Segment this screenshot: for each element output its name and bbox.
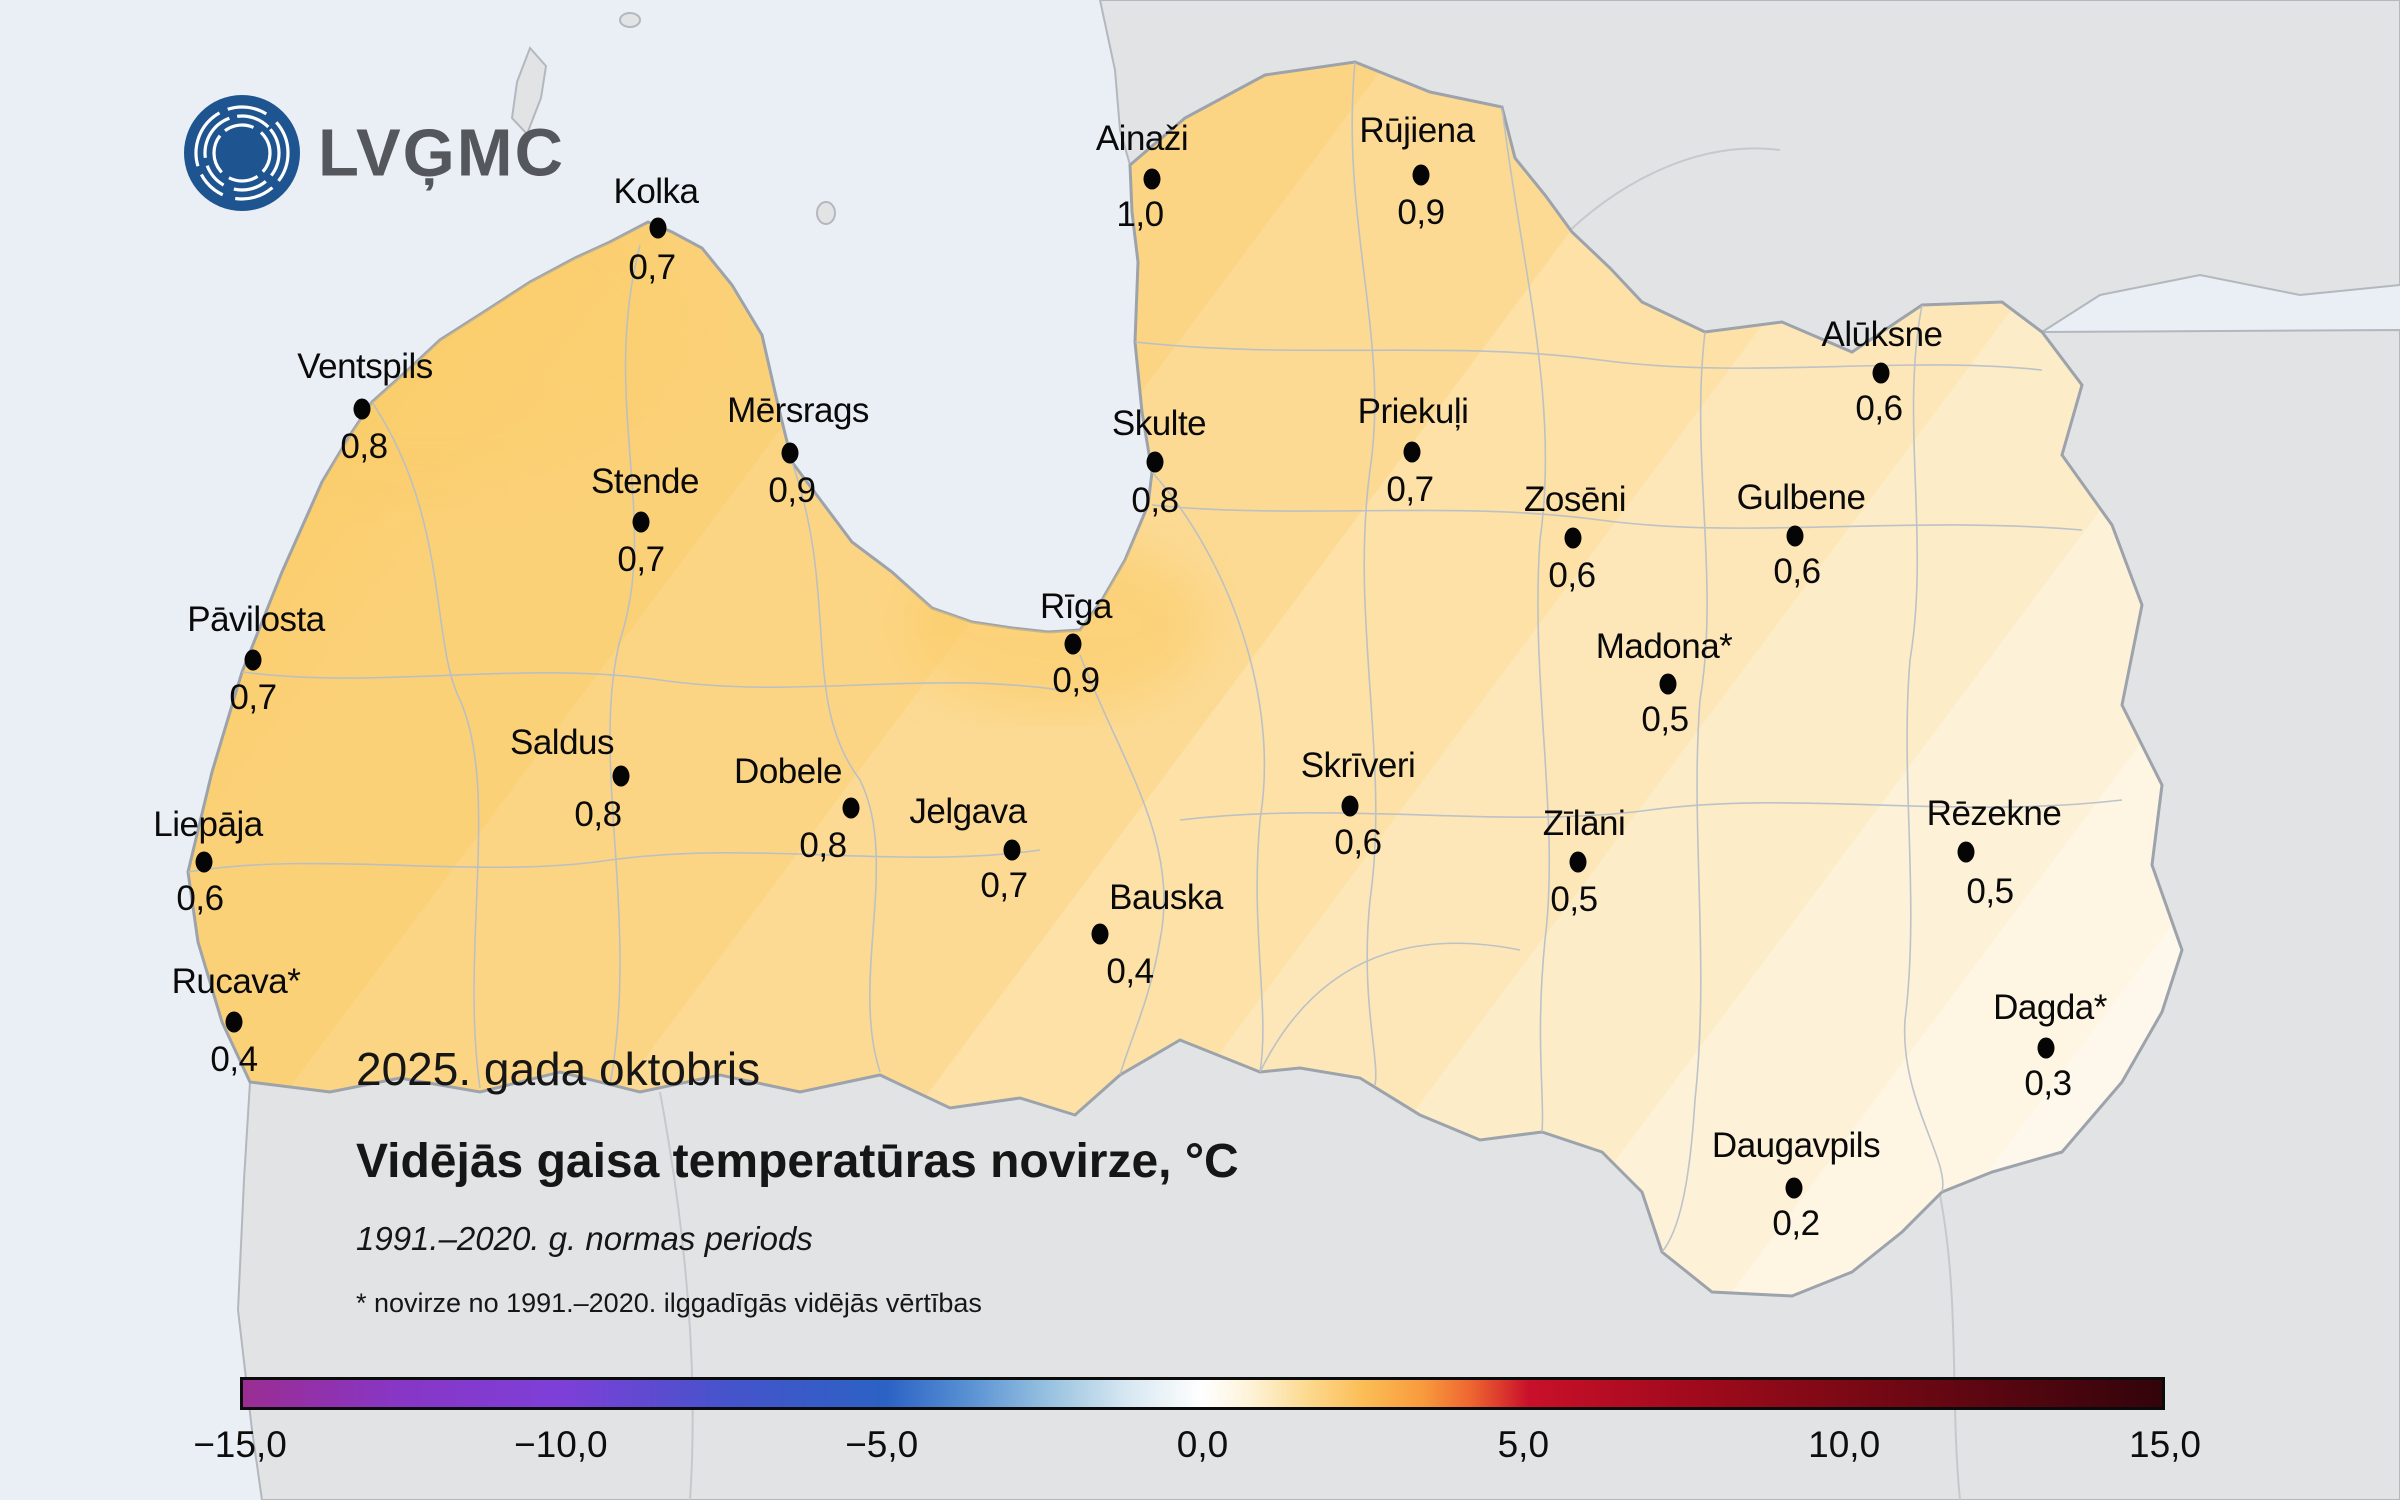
station-dot <box>1146 451 1164 473</box>
station-name: Liepāja <box>153 805 263 844</box>
station-value: 0,9 <box>768 471 816 510</box>
station-value: 0,8 <box>1131 481 1179 520</box>
station-name: Ainaži <box>1095 119 1189 158</box>
station-dot <box>1341 795 1359 817</box>
station-dot <box>1143 168 1161 190</box>
station-value: 0,8 <box>340 427 388 466</box>
station-value: 0,5 <box>1966 872 2014 911</box>
map-title-month: 2025. gada oktobris <box>356 1043 761 1095</box>
station-name: Zosēni <box>1523 480 1627 519</box>
station-dot <box>612 765 630 787</box>
station-name: Mērsrags <box>727 391 869 430</box>
municipal-borders <box>188 62 2123 1253</box>
station-dot <box>1785 1177 1803 1199</box>
station-name: Stende <box>591 462 699 501</box>
station-dot <box>195 851 213 873</box>
temperature-colorbar <box>240 1377 2165 1410</box>
station-name: Skrīveri <box>1300 746 1416 785</box>
islet <box>619 12 641 28</box>
station-value: 0,3 <box>2024 1064 2072 1103</box>
colorbar-tick: −10,0 <box>514 1424 608 1465</box>
colorbar-tick: 15,0 <box>2128 1424 2202 1465</box>
map-footnote: * novirze no 1991.–2020. ilggadīgās vidē… <box>356 1288 982 1318</box>
map-title-metric: Vidējās gaisa temperatūras novirze, °C <box>356 1135 1239 1188</box>
foreign-borders <box>659 147 1961 1500</box>
station-dot <box>2037 1037 2055 1059</box>
station-value: 0,8 <box>574 795 622 834</box>
station-name: Rīga <box>1040 587 1112 626</box>
station-value: 0,6 <box>1548 556 1596 595</box>
station-value: 0,8 <box>799 826 847 865</box>
station-name: Bauska <box>1109 878 1223 917</box>
station-dot <box>1064 633 1082 655</box>
station-value: 0,4 <box>1106 952 1154 991</box>
station-name: Zīlāni <box>1542 804 1626 843</box>
station-name: Saldus <box>509 723 615 762</box>
lvgmc-logo: LVĢMC <box>184 95 565 211</box>
station-dot <box>1564 527 1582 549</box>
station-value: 0,6 <box>176 879 224 918</box>
station-dot <box>632 511 650 533</box>
colorbar-tick: 5,0 <box>1497 1424 1550 1465</box>
station-value: 0,7 <box>1386 470 1434 509</box>
ruhnu-island <box>816 201 836 225</box>
station-dot <box>842 797 860 819</box>
station-dot <box>1412 164 1430 186</box>
colorbar-tick: 10,0 <box>1808 1424 1881 1465</box>
station-dot <box>781 442 799 464</box>
station-value: 0,7 <box>980 866 1028 905</box>
colorbar-tick: −5,0 <box>845 1424 919 1465</box>
station-value: 0,6 <box>1334 823 1382 862</box>
station-name: Kolka <box>613 172 699 211</box>
station-dot <box>1091 923 1109 945</box>
station-name: Madona* <box>1595 627 1733 666</box>
station-name: Rēzekne <box>1926 794 2062 833</box>
saaremaa-island <box>510 46 548 136</box>
station-name: Alūksne <box>1821 315 1943 354</box>
map-subtitle-norm-period: 1991.–2020. g. normas periods <box>356 1220 813 1257</box>
station-name: Rūjiena <box>1359 111 1475 150</box>
station-name: Daugavpils <box>1711 1126 1881 1165</box>
station-name: Dobele <box>734 752 842 791</box>
station-dot <box>649 217 667 239</box>
station-dot <box>1957 841 1975 863</box>
station-value: 0,6 <box>1773 552 1821 591</box>
station-value: 1,0 <box>1116 195 1164 234</box>
station-value: 0,4 <box>210 1040 258 1079</box>
station-value: 0,6 <box>1855 389 1903 428</box>
station-value: 0,7 <box>628 248 676 287</box>
station-dot <box>1872 362 1890 384</box>
colorbar-tick-labels: −15,0 −10,0 −5,0 0,0 5,0 10,0 15,0 <box>193 1424 2201 1478</box>
station-dot <box>244 649 262 671</box>
station-value: 0,2 <box>1772 1204 1820 1243</box>
station-name: Rucava* <box>171 962 301 1001</box>
station-value: 0,9 <box>1397 193 1445 232</box>
station-value: 0,5 <box>1550 880 1598 919</box>
station-dot <box>225 1011 243 1033</box>
station-dot <box>353 398 371 420</box>
station-dot <box>1003 839 1021 861</box>
station-name: Pāvilosta <box>187 600 325 639</box>
station-name: Dagda* <box>1993 988 2107 1027</box>
station-name: Priekuļi <box>1357 392 1469 431</box>
station-value: 0,9 <box>1052 661 1100 700</box>
station-name: Jelgava <box>909 792 1027 831</box>
colorbar-tick: 0,0 <box>1176 1424 1229 1465</box>
station-name: Ventspils <box>297 347 433 386</box>
lvgmc-logo-mark <box>184 95 300 211</box>
station-dot <box>1569 851 1587 873</box>
station-dot <box>1786 525 1804 547</box>
lvgmc-logo-text: LVĢMC <box>318 116 565 191</box>
station-name: Skulte <box>1111 404 1207 443</box>
station-value: 0,7 <box>617 540 665 579</box>
station-value: 0,5 <box>1641 700 1689 739</box>
station-dot <box>1403 441 1421 463</box>
station-name: Gulbene <box>1736 478 1866 517</box>
station-dot <box>1659 673 1677 695</box>
colorbar-tick: −15,0 <box>193 1424 287 1465</box>
station-value: 0,7 <box>229 678 277 717</box>
